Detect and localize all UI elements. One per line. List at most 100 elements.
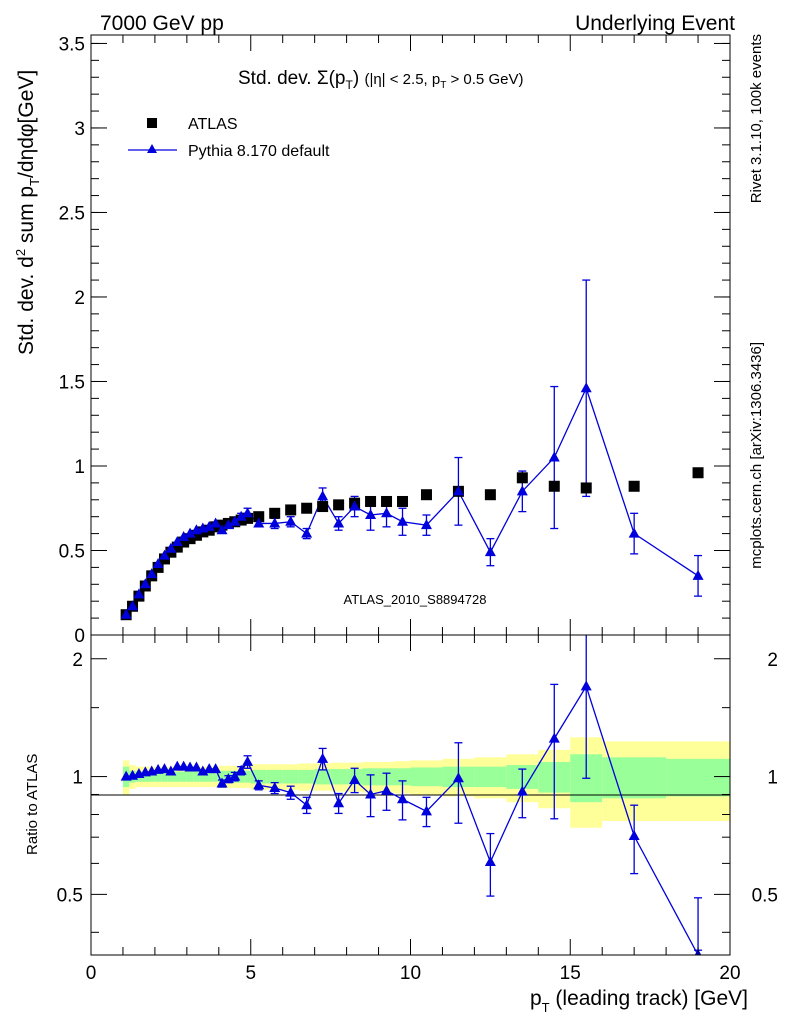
mc-point — [165, 542, 177, 553]
ratio-mc-point — [548, 732, 560, 743]
mc-point — [349, 500, 361, 511]
ratio-band-inner — [330, 769, 347, 785]
ratio-mc-point — [397, 793, 409, 804]
mc-point — [229, 515, 241, 526]
ratio-band-inner — [161, 771, 168, 782]
mc-point — [146, 568, 158, 579]
ratio-band-inner — [142, 771, 149, 782]
xtick-label: 15 — [560, 963, 581, 984]
ratio-band-inner — [212, 771, 219, 782]
data-point — [242, 512, 254, 524]
ratio-band-inner — [180, 771, 187, 782]
ratio-mc-point — [216, 777, 228, 788]
data-point — [365, 495, 377, 507]
ratio-band-inner — [410, 767, 443, 787]
mc-point — [628, 527, 640, 538]
mc-point — [452, 485, 464, 496]
ratio-plot-marks — [120, 635, 703, 955]
ratio-mc-point — [190, 761, 202, 772]
legend-mc-label: Pythia 8.170 default — [188, 143, 330, 160]
ratio-mc-point — [580, 680, 592, 691]
data-point — [516, 472, 528, 484]
data-point — [184, 533, 196, 545]
ratio-band-inner — [244, 770, 251, 783]
ratio-mc-point — [210, 763, 222, 774]
mc-point — [580, 382, 592, 393]
mc-point — [184, 527, 196, 538]
mc-point — [203, 520, 215, 531]
ratio-ytick-label: 1 — [72, 768, 83, 789]
ratio-band-inner — [154, 771, 162, 782]
ratio-band-inner — [193, 771, 200, 782]
ratio-band-inner — [206, 771, 213, 782]
ratio-band-inner — [666, 758, 730, 797]
mc-point — [301, 527, 313, 538]
ratio-plot: 0.5 0.51 12 20 5 10 15 20 — [57, 634, 778, 984]
mc-point — [222, 519, 234, 530]
ratio-mc-point — [516, 785, 528, 796]
data-point — [171, 541, 183, 553]
data-point — [285, 504, 297, 516]
ratio-mc-point — [301, 799, 313, 810]
ratio-band-inner — [186, 771, 194, 782]
main-ylabel: Std. dev. d2 sum pT/dηdφ[GeV] — [13, 70, 42, 355]
main-ytick-label: 1.5 — [59, 372, 85, 393]
ratio-band-inner — [602, 757, 667, 799]
data-point — [548, 480, 560, 492]
data-point — [628, 480, 640, 492]
mc-point — [381, 507, 393, 518]
mc-point — [171, 536, 183, 547]
legend-mc-marker — [147, 144, 157, 153]
mc-point — [516, 485, 528, 496]
xtick-label: 10 — [400, 963, 421, 984]
mc-point — [178, 530, 190, 541]
mc-point — [210, 517, 222, 528]
ratio-ytick-label-right: 1 — [767, 768, 778, 789]
main-ytick-label: 1 — [74, 457, 85, 478]
ratio-ytick-label: 2 — [72, 650, 83, 671]
mc-point — [127, 600, 139, 611]
mc-point — [133, 588, 145, 599]
data-point — [397, 495, 409, 507]
ratio-mc-point — [420, 805, 432, 816]
main-axis-ticks: 0 0.5 1 1.5 2 2.5 3 3.5 — [59, 34, 731, 647]
data-point — [253, 511, 265, 523]
mc-point — [365, 509, 377, 519]
mc-point — [242, 507, 254, 518]
ratio-mc-point — [349, 773, 361, 784]
mc-point — [484, 546, 496, 557]
xlabel: pT (leading track) [GeV] — [530, 987, 748, 1015]
mc-point — [120, 608, 132, 619]
legend: ATLAS Pythia 8.170 default — [128, 116, 330, 160]
side-label-top: Rivet 3.1.10, 100k events — [748, 34, 765, 203]
ratio-mc-point — [381, 784, 393, 795]
ratio-band-inner — [174, 771, 181, 782]
ratio-mc-point — [242, 755, 254, 766]
ratio-mc-point — [484, 855, 496, 866]
ratio-mc-point — [365, 788, 377, 799]
ratio-mc-point — [165, 765, 177, 776]
ratio-clipped — [120, 635, 703, 955]
data-point — [178, 536, 190, 548]
ratio-mc-point — [235, 764, 247, 775]
main-ytick-label: 0.5 — [59, 541, 85, 562]
side-label-bottom: mcplots.cern.ch [arXiv:1306.3436] — [748, 342, 765, 569]
ratio-band-inner — [282, 769, 299, 784]
data-point — [269, 507, 281, 519]
data-point — [301, 502, 313, 514]
mc-point — [420, 519, 432, 530]
ratio-band-inner — [148, 771, 155, 782]
data-point — [381, 495, 393, 507]
mc-point — [548, 451, 560, 462]
ratio-mc-point — [253, 779, 265, 790]
mc-point — [216, 524, 228, 535]
ratio-band-inner — [237, 770, 245, 783]
mc-point — [235, 510, 247, 521]
data-point — [333, 499, 345, 511]
ratio-band-inner — [314, 769, 331, 785]
legend-data-marker — [147, 118, 157, 128]
data-point — [692, 467, 704, 479]
mc-point — [692, 569, 704, 580]
main-ytick-label: 3 — [74, 119, 85, 140]
ratio-band-inner — [474, 766, 507, 788]
